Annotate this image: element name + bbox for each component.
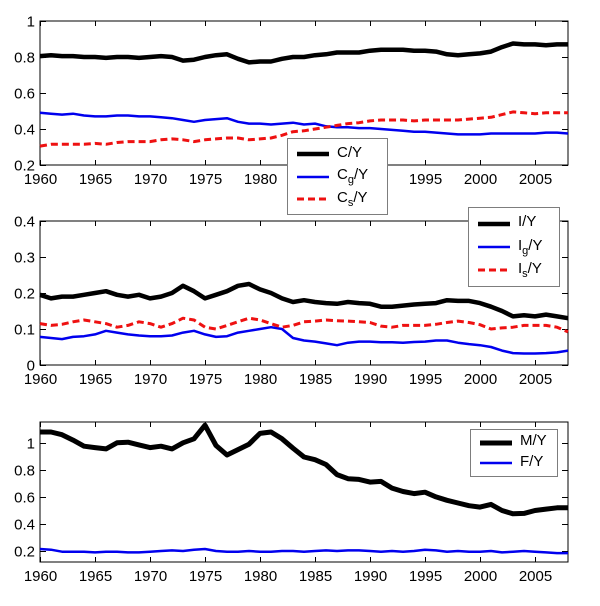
y-tick-label: 0.8 <box>14 50 35 67</box>
legend-line-sample <box>477 264 511 276</box>
x-tick-label: 1995 <box>409 171 442 188</box>
x-tick-label: 1970 <box>134 171 167 188</box>
legend-item: Cg/Y <box>296 167 385 186</box>
legend-item: M/Y <box>479 433 555 452</box>
series-line <box>39 281 569 321</box>
legend-item: Ig/Y <box>477 238 557 257</box>
y-tick-label: 0.4 <box>14 517 35 534</box>
legend-line-sample <box>296 193 330 205</box>
y-tick-label: 0.3 <box>14 250 35 267</box>
legend-top-chart: C/Y Cg/Y Cs/Y <box>287 138 388 215</box>
x-tick-label: 1990 <box>354 371 387 388</box>
y-tick-label: 0.2 <box>14 544 35 561</box>
x-tick-label: 1965 <box>79 171 112 188</box>
y-tick-label: 0.2 <box>14 286 35 303</box>
y-tick-label: 0.4 <box>14 214 35 231</box>
legend-line-sample <box>477 218 511 230</box>
legend-item: Cs/Y <box>296 190 385 209</box>
x-tick-label: 1970 <box>134 568 167 585</box>
x-tick-label: 1960 <box>24 568 57 585</box>
x-tick-label: 1990 <box>354 568 387 585</box>
x-tick-label: 1985 <box>299 568 332 585</box>
legend-item: Is/Y <box>477 261 557 280</box>
legend-line-sample <box>477 241 511 253</box>
legend-item: C/Y <box>296 145 385 164</box>
x-tick-label: 1980 <box>244 371 277 388</box>
chart-3: 1960 1965 1970 1975 1980 1985 1990 1995 2000 2005… <box>14 421 569 585</box>
legend-line-sample <box>479 437 513 449</box>
series-line <box>39 547 568 555</box>
y-tick-label: 0.4 <box>14 122 35 139</box>
legend-middle-chart: I/Y Ig/Y Is/Y <box>468 207 560 287</box>
y-tick-label: 0.1 <box>14 322 35 339</box>
x-tick-label: 1970 <box>134 371 167 388</box>
legend-label: Is/Y <box>518 259 542 280</box>
legend-bottom-chart: M/Y F/Y <box>470 429 558 477</box>
x-tick-label: 1995 <box>409 568 442 585</box>
series-line <box>39 110 568 148</box>
x-tick-label: 1965 <box>79 568 112 585</box>
x-tick-label: 2005 <box>519 568 552 585</box>
x-tick-label: 1960 <box>24 171 57 188</box>
legend-label: Cg/Y <box>337 166 369 186</box>
y-tick-label: 0.8 <box>14 463 35 480</box>
legend-label: F/Y <box>520 452 544 470</box>
x-tick-label: 1960 <box>24 371 57 388</box>
x-tick-label: 1985 <box>299 371 332 388</box>
x-tick-label: 1980 <box>244 568 277 585</box>
x-tick-label: 2000 <box>464 171 497 188</box>
series-line <box>39 111 569 136</box>
legend-label: M/Y <box>520 432 547 450</box>
x-tick-label: 1975 <box>189 568 222 585</box>
x-tick-label: 1975 <box>189 171 222 188</box>
x-tick-label: 1975 <box>189 371 222 388</box>
legend-line-sample <box>479 457 513 469</box>
legend-line-sample <box>296 148 330 160</box>
legend-label: I/Y <box>518 213 537 231</box>
x-tick-label: 2000 <box>464 371 497 388</box>
y-tick-label: 0.6 <box>14 490 35 507</box>
y-tick-label: 0 <box>27 358 35 375</box>
series-line <box>39 316 569 334</box>
y-tick-label: 0.2 <box>14 158 35 175</box>
x-tick-label: 2005 <box>519 171 552 188</box>
y-tick-label: 1 <box>27 14 35 31</box>
plot-box <box>39 421 569 563</box>
legend-label: Cs/Y <box>337 188 368 209</box>
series-line <box>40 422 568 517</box>
x-tick-label: 1965 <box>79 371 112 388</box>
legend-item: F/Y <box>479 454 555 473</box>
x-tick-label: 1980 <box>244 171 277 188</box>
x-tick-label: 2000 <box>464 568 497 585</box>
chart-2: 1960 1965 1970 1975 1980 1985 1990 1995 2000 2005… <box>14 214 569 388</box>
y-tick-label: 1 <box>27 436 35 453</box>
x-tick-label: 2005 <box>519 371 552 388</box>
series-line <box>39 325 569 355</box>
y-tick-label: 0.6 <box>14 86 35 103</box>
legend-item: I/Y <box>477 214 557 233</box>
x-tick-label: 1995 <box>409 371 442 388</box>
legend-line-sample <box>296 171 330 183</box>
legend-label: C/Y <box>337 143 363 161</box>
series-line <box>39 41 568 65</box>
legend-label: Ig/Y <box>518 236 543 257</box>
